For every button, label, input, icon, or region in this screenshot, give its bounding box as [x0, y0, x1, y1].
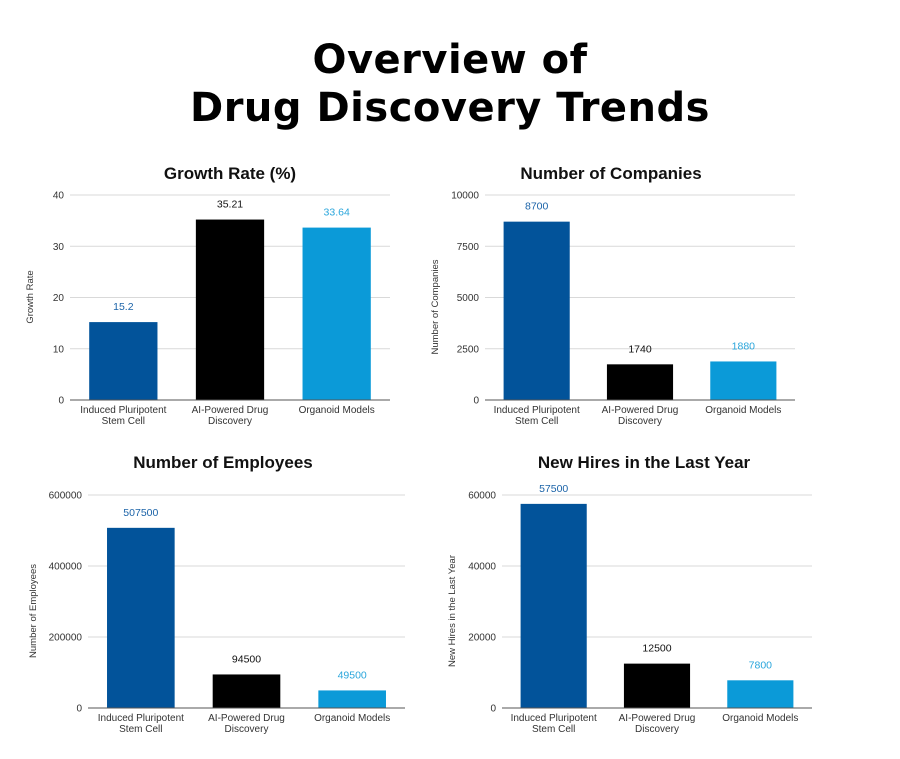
data-label: 12500: [642, 643, 671, 655]
bar: [89, 322, 158, 400]
bar: [195, 219, 265, 400]
y-axis-label: Number of Employees: [28, 564, 39, 658]
chart-growth-rate: Growth Rate (%) Growth Rate 0 10 20 30 40 15.2 I…: [25, 164, 390, 427]
x-tick-label: Induced Pluripotent Stem Cell: [80, 405, 166, 427]
page-title-line-2: Drug Discovery Trends: [190, 85, 710, 131]
y-tick-label: 30: [53, 242, 65, 253]
y-tick-label: 0: [473, 396, 479, 407]
x-tick-label: Induced Pluripotent Stem Cell: [511, 713, 597, 735]
y-tick-label: 5000: [457, 293, 480, 304]
data-label: 57500: [539, 483, 568, 495]
x-tick-label: Organoid Models: [314, 713, 390, 724]
chart-number-of-employees: Number of Employees Number of Employees 0 2…: [28, 453, 405, 735]
x-tick-label: AI-Powered Drug Discovery: [619, 713, 696, 735]
x-tick-label: AI-Powered Drug Discovery: [602, 405, 679, 427]
chart-title: New Hires in the Last Year: [538, 453, 751, 472]
bar: [212, 674, 281, 708]
bar: [302, 227, 371, 400]
bar: [710, 361, 777, 400]
chart-title: Number of Companies: [520, 164, 701, 183]
chart-title: Growth Rate (%): [164, 164, 296, 183]
data-label: 33.64: [324, 207, 350, 219]
y-tick-label: 40000: [468, 562, 496, 573]
data-label: 15.2: [113, 301, 134, 313]
x-tick-label: Organoid Models: [722, 713, 798, 724]
data-label: 35.21: [217, 199, 243, 211]
y-tick-label: 600000: [49, 491, 83, 502]
data-label: 7800: [749, 659, 773, 671]
y-tick-label: 20: [53, 293, 65, 304]
data-label: 1740: [628, 343, 652, 355]
chart-number-of-companies: Number of Companies Number of Companies 0 2…: [430, 164, 795, 427]
y-tick-label: 2500: [457, 344, 480, 355]
data-label: 49500: [338, 669, 367, 681]
page-title: Overview of Drug Discovery Trends: [0, 36, 900, 132]
y-tick-label: 40: [53, 191, 65, 202]
bar: [503, 221, 570, 400]
y-tick-label: 10: [53, 344, 65, 355]
x-tick-label: Organoid Models: [299, 405, 375, 416]
x-tick-label: AI-Powered Drug Discovery: [192, 405, 269, 427]
data-label: 1880: [732, 340, 756, 352]
data-label: 8700: [525, 201, 549, 213]
bar: [107, 527, 175, 708]
data-label: 94500: [232, 653, 261, 665]
y-tick-label: 400000: [49, 562, 83, 573]
bar: [606, 364, 674, 400]
y-tick-label: 7500: [457, 242, 480, 253]
y-axis-label: Number of Companies: [430, 259, 441, 354]
bar: [623, 663, 691, 708]
y-axis-label: Growth Rate: [25, 270, 36, 323]
data-label: 507500: [123, 507, 158, 519]
y-tick-label: 20000: [468, 633, 496, 644]
y-tick-label: 0: [490, 704, 496, 715]
bar: [520, 503, 587, 708]
page-title-line-1: Overview of: [312, 37, 588, 83]
x-tick-label: Induced Pluripotent Stem Cell: [494, 405, 580, 427]
y-axis-label: New Hires in the Last Year: [447, 555, 458, 667]
y-tick-label: 60000: [468, 491, 496, 502]
x-tick-label: Organoid Models: [705, 405, 781, 416]
y-tick-label: 200000: [49, 633, 83, 644]
bar: [727, 680, 794, 708]
x-tick-label: Induced Pluripotent Stem Cell: [98, 713, 184, 735]
chart-new-hires: New Hires in the Last Year New Hires in t…: [447, 453, 812, 735]
y-tick-label: 0: [76, 704, 82, 715]
y-tick-label: 10000: [451, 191, 479, 202]
x-tick-label: AI-Powered Drug Discovery: [208, 713, 285, 735]
bar: [318, 690, 386, 708]
y-tick-label: 0: [58, 396, 64, 407]
chart-title: Number of Employees: [133, 453, 313, 472]
